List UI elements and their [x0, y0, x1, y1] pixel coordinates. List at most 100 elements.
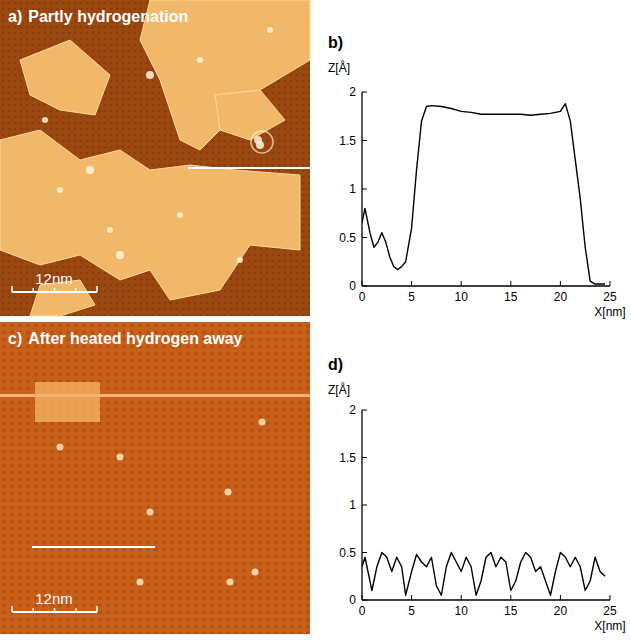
adsorbate-spot [259, 419, 266, 426]
y-tick [362, 505, 367, 506]
y-tick [362, 410, 367, 411]
x-tick-label: 20 [554, 604, 568, 618]
y-axis-title: Z[Å] [328, 60, 350, 75]
y-tick-label: 0 [349, 279, 356, 293]
image-ground [0, 0, 310, 316]
adsorbate-spot [254, 136, 262, 144]
adsorbate-spot [177, 212, 183, 218]
x-tick-label: 10 [455, 290, 469, 304]
adsorbate-spot [197, 57, 203, 63]
scale-label: 12nm [35, 270, 73, 287]
y-tick-label: 1 [349, 182, 356, 196]
adsorbate-spot [57, 187, 63, 193]
adsorbate-spot [117, 454, 124, 461]
panel-title: a) Partly hydrogenation [8, 8, 188, 25]
y-tick-label: 1.5 [339, 134, 356, 148]
adsorbate-spot [252, 569, 259, 576]
y-axis-title: Z[Å] [328, 382, 350, 397]
x-tick [461, 281, 462, 286]
x-tick [560, 595, 561, 600]
x-tick [610, 281, 611, 286]
adsorbate-spot [267, 27, 273, 33]
profile-line [362, 553, 605, 596]
scale-tick [96, 606, 98, 612]
adsorbate-spot [42, 117, 48, 123]
profile-line [362, 104, 605, 284]
stm-image-a: a) Partly hydrogenation 12nm [0, 0, 310, 316]
y-tick [362, 457, 367, 458]
x-tick [610, 595, 611, 600]
adsorbate-spot [107, 227, 113, 233]
x-tick [411, 281, 412, 286]
adsorbate-spot [147, 509, 154, 516]
scale-tick [33, 288, 35, 292]
y-tick-label: 1 [349, 498, 356, 512]
x-tick [362, 281, 363, 286]
x-tick [510, 281, 511, 286]
y-tick [362, 286, 367, 287]
profile-line [32, 546, 155, 548]
x-tick [461, 595, 462, 600]
figure: a) Partly hydrogenation 12nm c) After heated… [0, 0, 631, 641]
y-tick-label: 2 [349, 403, 356, 417]
x-tick [510, 595, 511, 600]
scan-streak [0, 394, 310, 397]
scale-tick [75, 608, 77, 612]
panel-title-text: Partly hydrogenation [28, 8, 188, 25]
x-tick-label: 15 [504, 604, 518, 618]
scale-label: 12nm [35, 590, 73, 607]
adsorbate-spot [57, 444, 64, 451]
adsorbate-spot [116, 251, 124, 259]
panel-letter: d) [328, 356, 343, 373]
image-lattice [0, 0, 310, 316]
x-tick-label: 5 [408, 290, 415, 304]
adsorbate-spot [227, 579, 234, 586]
profile-line [188, 167, 310, 169]
x-axis-title: X[nm] [594, 305, 625, 319]
x-tick-label: 10 [455, 604, 469, 618]
x-tick-label: 20 [554, 290, 568, 304]
x-tick [362, 595, 363, 600]
y-tick-label: 0.5 [339, 546, 356, 560]
profile-chart: 00.511.520510152025b)Z[Å]X[nm] [328, 34, 626, 319]
scale-tick [11, 286, 13, 292]
hydrogenated-island [215, 90, 285, 140]
hydrogenated-island [20, 40, 110, 115]
adsorbate-spot [146, 71, 154, 79]
adsorbate-spot [225, 489, 232, 496]
plot-area [362, 104, 605, 284]
x-tick-label: 5 [408, 604, 415, 618]
x-tick-label: 15 [504, 290, 518, 304]
y-tick-label: 0 [349, 593, 356, 607]
adsorbate-spot [86, 166, 94, 174]
image-ground [0, 322, 310, 634]
x-tick [411, 595, 412, 600]
panel-letter: b) [328, 34, 343, 51]
profile-chart: 00.511.520510152025d)Z[Å]X[nm] [328, 356, 626, 633]
scale-tick [75, 288, 77, 292]
y-tick [362, 140, 367, 141]
y-tick [362, 237, 367, 238]
panel-title-text: After heated hydrogen away [28, 330, 242, 347]
y-tick [362, 92, 367, 93]
y-tick [362, 552, 367, 553]
y-tick [362, 600, 367, 601]
scale-tick [11, 606, 13, 612]
y-tick [362, 189, 367, 190]
x-axis [362, 285, 610, 286]
adsorbate-spot [237, 257, 243, 263]
panel-letter: c) [8, 330, 22, 347]
scale-tick [54, 288, 56, 292]
x-tick-label: 25 [603, 290, 617, 304]
plot-area [362, 553, 605, 596]
x-tick-label: 25 [603, 604, 617, 618]
x-tick [560, 281, 561, 286]
scale-tick [54, 608, 56, 612]
y-tick-label: 1.5 [339, 451, 356, 465]
x-tick-label: 0 [359, 290, 366, 304]
scale-tick [33, 608, 35, 612]
panel-letter: a) [8, 8, 22, 25]
x-axis [362, 599, 610, 600]
adsorbate-spot [137, 579, 144, 586]
image-lattice [0, 322, 310, 634]
